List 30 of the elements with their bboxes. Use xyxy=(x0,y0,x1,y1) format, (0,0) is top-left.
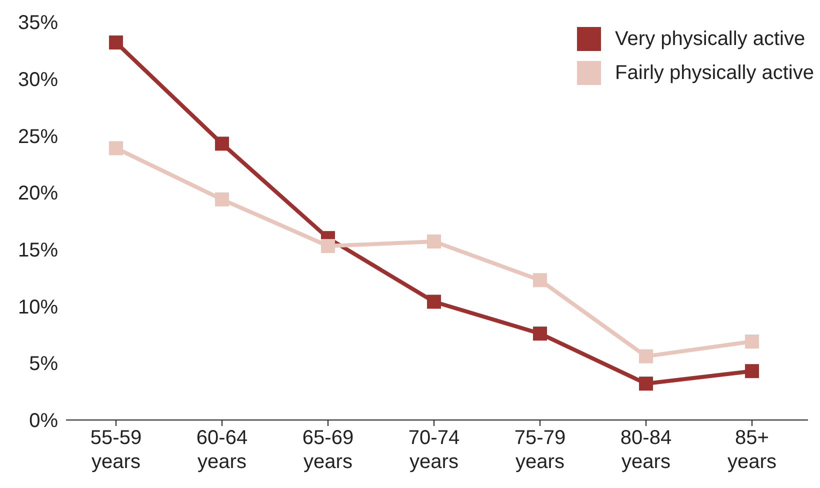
legend-label: Fairly physically active xyxy=(615,62,814,84)
x-tick-label: 70-74 years xyxy=(408,427,460,473)
y-tick-label: 30% xyxy=(18,68,58,91)
y-tick-label: 25% xyxy=(18,126,58,148)
point xyxy=(427,234,441,248)
point xyxy=(533,326,547,341)
point xyxy=(745,364,759,378)
point xyxy=(745,334,759,349)
point xyxy=(109,141,123,156)
y-tick-label: 15% xyxy=(18,240,58,262)
point xyxy=(639,376,653,391)
y-tick-label: 20% xyxy=(18,182,58,205)
y-tick-label: 0% xyxy=(29,410,58,432)
point xyxy=(109,35,123,50)
x-tick-label: 75-79 years xyxy=(514,427,566,473)
y-tick-label: 5% xyxy=(29,353,58,376)
x-tick-label: 65-69 years xyxy=(302,427,354,473)
y-tick-label: 10% xyxy=(18,296,58,318)
point xyxy=(533,273,547,288)
y-tick-label: 35% xyxy=(18,12,58,34)
point xyxy=(215,136,229,151)
point xyxy=(427,294,441,309)
x-tick-label: 85+ years xyxy=(728,427,776,473)
x-tick-label: 55-59 years xyxy=(90,427,142,473)
point xyxy=(321,239,335,254)
legend-label: Very physically active xyxy=(615,28,806,50)
x-tick-label: 80-84 years xyxy=(620,427,672,473)
point xyxy=(639,349,653,364)
x-tick-label: 60-64 years xyxy=(196,427,248,473)
point xyxy=(215,192,229,206)
